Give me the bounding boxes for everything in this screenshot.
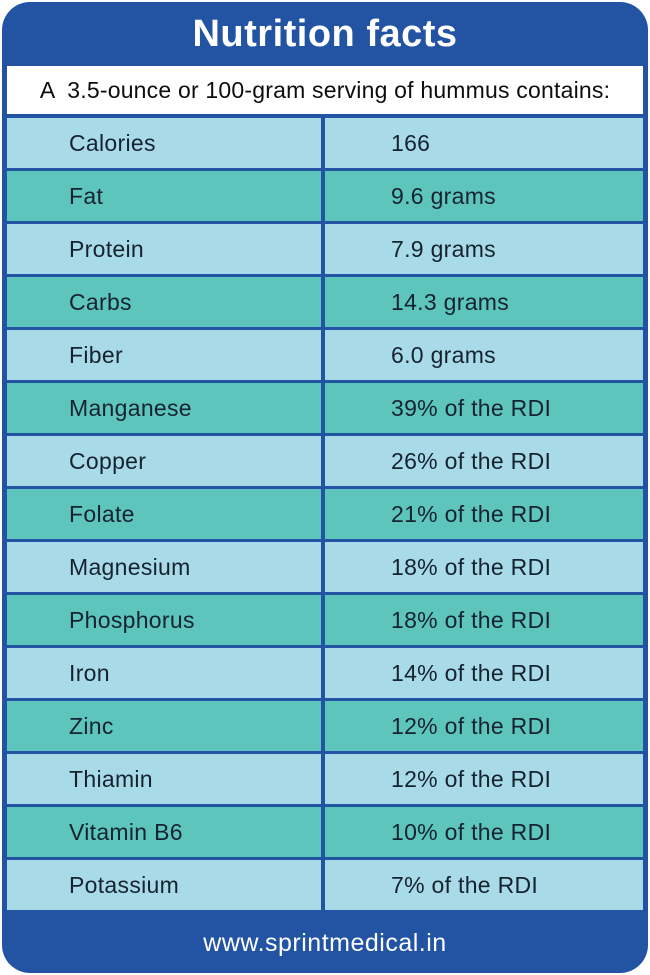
nutrient-value: 166 [391, 129, 431, 156]
nutrition-table: Calories 166 Fat 9.6 grams Protein 7.9 grams C… [7, 118, 643, 913]
table-row: Calories 166 [7, 118, 643, 171]
website-text: www.sprintmedical.in [203, 928, 447, 957]
nutrient-label: Phosphorus [7, 595, 325, 645]
nutrient-label: Fiber [7, 330, 325, 380]
nutrient-label: Copper [7, 436, 325, 486]
subtitle-text: A 3.5-ounce or 100-gram serving of hummu… [39, 76, 611, 103]
nutrient-value: 7.9 grams [391, 235, 496, 262]
table-row: Magnesium 18% of the RDI [7, 542, 643, 595]
footer: www.sprintmedical.in [2, 913, 648, 973]
nutrient-value: 39% of the RDI [391, 394, 552, 421]
nutrient-value: 14.3 grams [391, 288, 510, 315]
table-row: Protein 7.9 grams [7, 224, 643, 277]
nutrient-label: Thiamin [7, 754, 325, 804]
table-row: Fat 9.6 grams [7, 171, 643, 224]
table-row: Zinc 12% of the RDI [7, 701, 643, 754]
table-row: Folate 21% of the RDI [7, 489, 643, 542]
nutrient-label: Potassium [7, 860, 325, 910]
table-row: Iron 14% of the RDI [7, 648, 643, 701]
nutrient-value: 12% of the RDI [391, 712, 552, 739]
table-row: Manganese 39% of the RDI [7, 383, 643, 436]
nutrient-value: 6.0 grams [391, 341, 496, 368]
nutrient-value: 14% of the RDI [391, 659, 552, 686]
table-row: Carbs 14.3 grams [7, 277, 643, 330]
table-row: Copper 26% of the RDI [7, 436, 643, 489]
table-row: Vitamin B6 10% of the RDI [7, 807, 643, 860]
nutrient-label: Magnesium [7, 542, 325, 592]
nutrient-label: Protein [7, 224, 325, 274]
table-row: Thiamin 12% of the RDI [7, 754, 643, 807]
nutrient-value: 9.6 grams [391, 182, 496, 209]
nutrient-value: 26% of the RDI [391, 447, 552, 474]
table-row: Phosphorus 18% of the RDI [7, 595, 643, 648]
nutrient-label: Calories [7, 118, 325, 168]
table-row: Potassium 7% of the RDI [7, 860, 643, 913]
table-row: Fiber 6.0 grams [7, 330, 643, 383]
nutrient-label: Carbs [7, 277, 325, 327]
nutrient-label: Manganese [7, 383, 325, 433]
nutrient-value: 18% of the RDI [391, 553, 552, 580]
page-title: Nutrition facts [192, 12, 458, 55]
nutrient-label: Folate [7, 489, 325, 539]
subtitle-band: A 3.5-ounce or 100-gram serving of hummu… [7, 66, 643, 114]
nutrient-value: 12% of the RDI [391, 765, 552, 792]
nutrient-value: 10% of the RDI [391, 818, 552, 845]
nutrient-label: Fat [7, 171, 325, 221]
header: Nutrition facts [2, 2, 648, 66]
nutrient-label: Iron [7, 648, 325, 698]
nutrient-label: Zinc [7, 701, 325, 751]
nutrient-label: Vitamin B6 [7, 807, 325, 857]
nutrient-value: 7% of the RDI [391, 871, 539, 898]
nutrient-value: 18% of the RDI [391, 606, 552, 633]
nutrient-value: 21% of the RDI [391, 500, 552, 527]
